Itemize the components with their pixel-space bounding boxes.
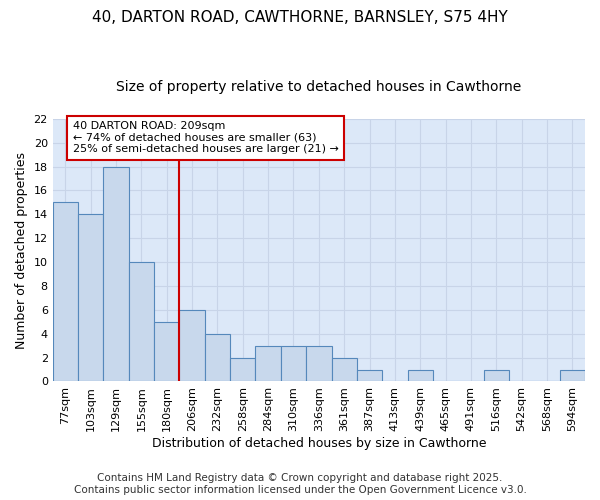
Bar xyxy=(560,370,585,382)
Bar xyxy=(484,370,509,382)
Bar xyxy=(230,358,256,382)
Bar xyxy=(205,334,230,382)
Bar xyxy=(357,370,382,382)
Bar xyxy=(103,166,129,382)
Y-axis label: Number of detached properties: Number of detached properties xyxy=(15,152,28,348)
Bar xyxy=(281,346,306,382)
Text: 40, DARTON ROAD, CAWTHORNE, BARNSLEY, S75 4HY: 40, DARTON ROAD, CAWTHORNE, BARNSLEY, S7… xyxy=(92,10,508,25)
Bar xyxy=(53,202,78,382)
X-axis label: Distribution of detached houses by size in Cawthorne: Distribution of detached houses by size … xyxy=(152,437,486,450)
Bar xyxy=(78,214,103,382)
Bar xyxy=(332,358,357,382)
Bar xyxy=(306,346,332,382)
Text: Contains HM Land Registry data © Crown copyright and database right 2025.
Contai: Contains HM Land Registry data © Crown c… xyxy=(74,474,526,495)
Bar xyxy=(407,370,433,382)
Text: 40 DARTON ROAD: 209sqm
← 74% of detached houses are smaller (63)
25% of semi-det: 40 DARTON ROAD: 209sqm ← 74% of detached… xyxy=(73,121,339,154)
Bar xyxy=(179,310,205,382)
Bar xyxy=(129,262,154,382)
Title: Size of property relative to detached houses in Cawthorne: Size of property relative to detached ho… xyxy=(116,80,521,94)
Bar xyxy=(256,346,281,382)
Bar xyxy=(154,322,179,382)
